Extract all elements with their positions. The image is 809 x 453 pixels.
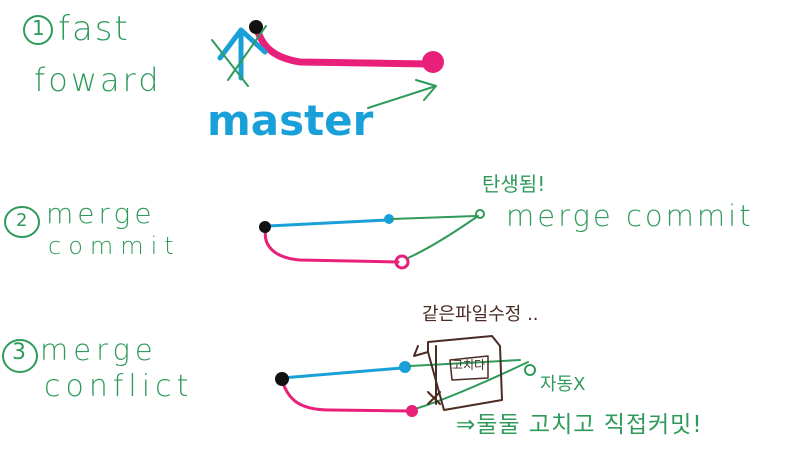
pink-commit-dot: [406, 405, 418, 417]
title-merge: merge: [40, 333, 158, 367]
title-merge: merge: [46, 197, 156, 230]
number-3: 3: [12, 340, 26, 365]
note-arrow: [413, 345, 429, 357]
pink-commit-dot: [422, 51, 444, 73]
title-foward: foward: [34, 61, 162, 99]
strike-mark: [211, 25, 267, 87]
merge-commit-dot: [475, 209, 485, 219]
blue-commit-dot: [399, 361, 411, 373]
green-main-line: [391, 215, 477, 220]
fix-and-commit-note: ⇒둘둘 고치고 직접커밋!: [456, 412, 703, 438]
pink-branch-line: [280, 378, 412, 413]
number-3-circle: [2, 339, 38, 373]
start-commit-dot: [259, 221, 271, 233]
korean-note: 탄생됨!: [482, 172, 546, 196]
number-1-circle: [23, 15, 53, 45]
file-label-box: [449, 355, 489, 381]
number-2: 2: [16, 210, 28, 231]
start-commit-dot: [275, 372, 289, 386]
green-line-top: [409, 359, 521, 367]
move-arrow: [367, 79, 437, 109]
conflict-x: [427, 391, 441, 405]
number-1: 1: [32, 16, 45, 40]
merge-commit-note: merge commit: [506, 199, 754, 233]
pink-commit-dot: [394, 254, 410, 270]
auto-merge-note: 자동X: [540, 374, 586, 395]
number-2-circle: [4, 206, 40, 238]
start-commit-dot: [249, 20, 263, 34]
master-label: master: [207, 96, 374, 145]
master-pointer-arrow: [217, 27, 268, 81]
title-commit: commit: [48, 232, 181, 260]
title-fast: fast: [58, 9, 130, 49]
title-conflict: conflict: [44, 369, 194, 404]
pink-branch-line: [263, 226, 400, 264]
blue-commit-dot: [384, 214, 394, 224]
merge-line: [407, 215, 479, 259]
file-document: [427, 335, 503, 411]
file-label: 고치다: [452, 358, 486, 372]
conflict-commit-dot: [524, 364, 536, 376]
same-file-note: 같은파일수정 ..: [422, 304, 539, 325]
blue-branch-line: [280, 366, 404, 380]
blue-branch-line: [266, 218, 390, 228]
